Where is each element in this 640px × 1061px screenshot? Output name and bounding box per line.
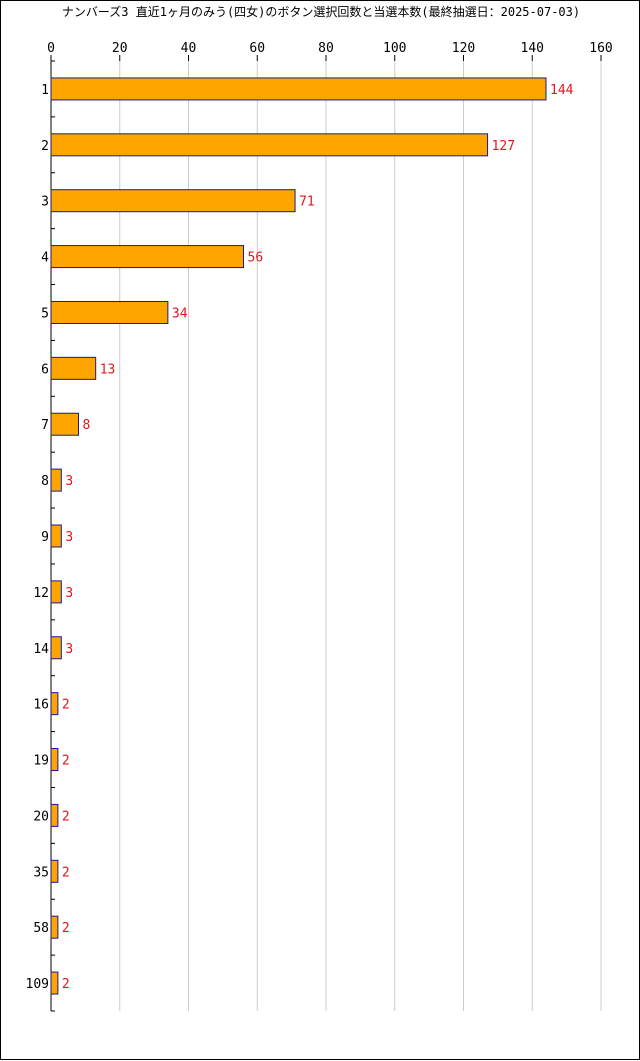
value-label: 56 bbox=[248, 251, 264, 266]
bar-2 bbox=[50, 133, 489, 157]
bar-4 bbox=[50, 245, 244, 269]
x-tick-label: 160 bbox=[589, 41, 612, 56]
x-tick-label: 80 bbox=[318, 41, 334, 56]
bar-7 bbox=[50, 412, 79, 436]
chart-title: ナンバーズ3 直近1ヶ月のみう(四女)のボタン選択回数と当選本数(最終抽選日：2… bbox=[61, 5, 581, 19]
bar-16 bbox=[50, 692, 59, 716]
x-tick-label: 40 bbox=[181, 41, 197, 56]
x-tick-label: 140 bbox=[521, 41, 544, 56]
value-label: 3 bbox=[65, 642, 73, 657]
value-label: 2 bbox=[62, 698, 70, 713]
value-label: 34 bbox=[172, 306, 188, 321]
value-label: 2 bbox=[62, 865, 70, 880]
category-label: 19 bbox=[33, 754, 49, 769]
bar-20 bbox=[50, 803, 59, 827]
category-label: 9 bbox=[41, 530, 49, 545]
value-label: 3 bbox=[65, 474, 73, 489]
bar-14 bbox=[50, 636, 62, 660]
value-label: 127 bbox=[492, 139, 515, 154]
bar-5 bbox=[50, 300, 169, 324]
value-label: 71 bbox=[299, 195, 315, 210]
x-tick-label: 20 bbox=[112, 41, 128, 56]
category-label: 12 bbox=[33, 586, 49, 601]
category-label: 58 bbox=[33, 921, 49, 936]
category-label: 4 bbox=[41, 251, 49, 266]
bar-12 bbox=[50, 580, 62, 604]
category-label: 2 bbox=[41, 139, 49, 154]
category-label: 3 bbox=[41, 195, 49, 210]
x-tick-label: 60 bbox=[249, 41, 265, 56]
value-label: 3 bbox=[65, 586, 73, 601]
bar-19 bbox=[50, 748, 59, 772]
bar-35 bbox=[50, 859, 59, 883]
bar-6 bbox=[50, 356, 97, 380]
value-label: 2 bbox=[62, 809, 70, 824]
value-label: 2 bbox=[62, 977, 70, 992]
value-label: 2 bbox=[62, 754, 70, 769]
value-label: 3 bbox=[65, 530, 73, 545]
x-tick-label: 0 bbox=[47, 41, 55, 56]
value-label: 8 bbox=[83, 418, 91, 433]
category-label: 5 bbox=[41, 306, 49, 321]
bar-58 bbox=[50, 915, 59, 939]
bar-8 bbox=[50, 468, 62, 492]
category-label: 20 bbox=[33, 809, 49, 824]
value-label: 144 bbox=[550, 83, 574, 98]
category-label: 109 bbox=[26, 977, 49, 992]
category-label: 6 bbox=[41, 362, 49, 377]
value-label: 2 bbox=[62, 921, 70, 936]
category-label: 8 bbox=[41, 474, 49, 489]
bar-109 bbox=[50, 971, 59, 995]
x-tick-label: 100 bbox=[383, 41, 406, 56]
bar-9 bbox=[50, 524, 62, 548]
category-label: 7 bbox=[41, 418, 49, 433]
value-label: 13 bbox=[100, 362, 116, 377]
category-label: 1 bbox=[41, 83, 49, 98]
category-label: 16 bbox=[33, 698, 49, 713]
bar-1 bbox=[50, 77, 547, 101]
category-label: 35 bbox=[33, 865, 49, 880]
x-tick-label: 120 bbox=[452, 41, 475, 56]
category-label: 14 bbox=[33, 642, 49, 657]
bar-3 bbox=[50, 189, 296, 213]
